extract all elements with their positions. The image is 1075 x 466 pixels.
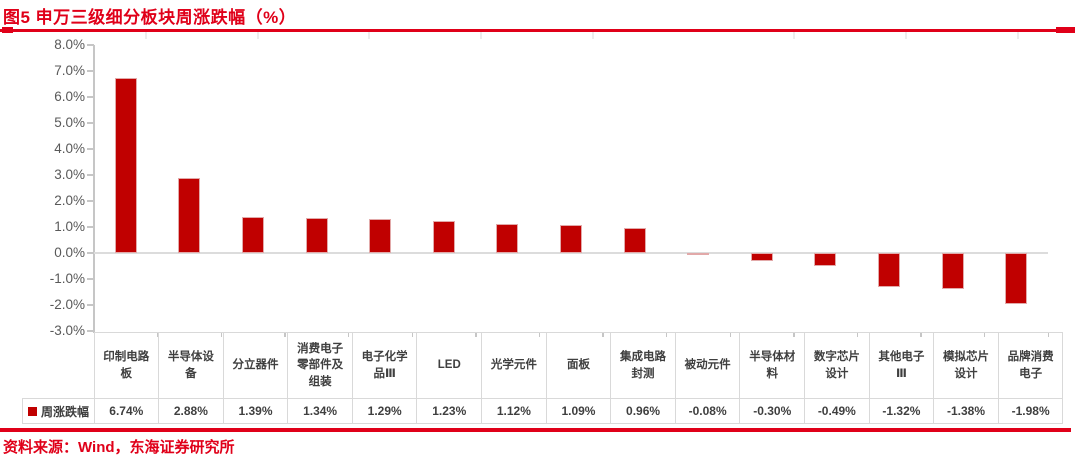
page-grid-tick: [145, 32, 147, 39]
bar-3: [242, 216, 264, 253]
table-value-cell: 6.74%: [93, 398, 160, 424]
y-axis-tick-mark: [87, 304, 94, 306]
footer-rule: [0, 428, 1071, 432]
bar-7: [496, 223, 519, 253]
legend-series-label: 周涨跌幅: [41, 404, 90, 419]
table-header-cell: 电子化学 品Ⅲ: [351, 332, 418, 399]
y-axis-tick-label: -2.0%: [49, 297, 85, 312]
y-axis-tick-mark: [87, 226, 94, 228]
table-header-cell: 光学元件: [481, 332, 547, 399]
bar-14: [941, 253, 964, 289]
zero-gridline: [94, 252, 1048, 254]
bar-5: [369, 219, 392, 253]
y-axis-line: [93, 45, 95, 333]
bar-10: [687, 253, 710, 256]
y-axis-tick-mark: [87, 44, 94, 46]
table-value-cell: 1.09%: [545, 398, 612, 424]
table-value-cell: -1.38%: [933, 398, 999, 424]
y-axis-tick-mark: [87, 252, 94, 254]
y-axis-tick-mark: [87, 200, 94, 202]
table-header-cell: 消费电子 零部件及 组装: [287, 332, 353, 399]
table-value-cell: 1.29%: [351, 398, 418, 424]
table-corner-blank: [23, 333, 95, 399]
y-axis-tick-label: -1.0%: [49, 271, 85, 286]
table-header-cell: 品牌消费 电子: [997, 332, 1064, 399]
page-grid-tick: [592, 32, 594, 39]
y-axis-tick-label: 7.0%: [54, 63, 85, 78]
y-axis-tick-mark: [87, 122, 94, 124]
legend-series-marker: [28, 406, 37, 416]
bar-4: [305, 218, 328, 253]
table-header-cell: 面板: [545, 332, 612, 399]
table-value-cell: 0.96%: [610, 398, 676, 424]
table-header-cell: 被动元件: [674, 332, 741, 399]
title-rule-right-cap: [1056, 27, 1075, 33]
source-note: 资料来源：Wind，东海证券研究所: [3, 439, 235, 456]
bar-12: [814, 253, 837, 266]
table-value-cell: 1.39%: [222, 398, 289, 424]
page-grid-tick: [480, 32, 482, 39]
table-value-cell: 1.23%: [416, 398, 483, 424]
table-value-cell: -0.08%: [674, 398, 741, 424]
y-axis-tick-mark: [87, 174, 94, 176]
y-axis-tick-label: 4.0%: [54, 141, 85, 156]
table-value-cell: -1.32%: [868, 398, 935, 424]
y-axis-tick-label: 6.0%: [54, 89, 85, 104]
y-axis-tick-label: 0.0%: [54, 245, 85, 260]
legend-cell: 周涨跌幅: [22, 398, 95, 424]
table-value-cell: -0.49%: [804, 398, 870, 424]
table-header-cell: 半导体材 料: [739, 332, 806, 399]
y-axis-tick-label: 5.0%: [54, 115, 85, 130]
table-header-cell: 其他电子 Ⅲ: [868, 332, 935, 399]
y-axis-tick-label: 1.0%: [54, 219, 85, 234]
table-value-cell: 2.88%: [158, 398, 224, 424]
y-axis-tick-label: 3.0%: [54, 167, 85, 182]
y-axis-tick-mark: [87, 278, 94, 280]
bar-15: [1005, 253, 1028, 305]
y-axis-tick-mark: [87, 330, 94, 332]
bar-8: [560, 224, 582, 253]
table-header-cell: 分立器件: [222, 332, 289, 399]
y-axis-tick-label: 2.0%: [54, 193, 85, 208]
table-header-cell: 半导体设 备: [158, 332, 224, 399]
table-header-cell: 印制电路 板: [93, 332, 160, 399]
legend: 周涨跌幅: [23, 403, 93, 420]
bar-13: [878, 253, 900, 288]
data-table: 印制电路 板半导体设 备分立器件 消费电子 零部件及 组装 电子化学 品Ⅲ LED 光学…: [22, 332, 1064, 424]
title-underline-rule: [0, 29, 1075, 32]
page-grid-tick: [257, 32, 259, 39]
bar-6: [432, 221, 455, 253]
title-rule-left-cap: [2, 27, 13, 33]
y-axis-tick-mark: [87, 148, 94, 150]
page-grid-tick: [793, 32, 795, 39]
bar-2: [178, 178, 201, 253]
y-axis-tick-label: -3.0%: [49, 323, 85, 338]
page-grid-tick: [368, 32, 370, 39]
table-header-row: 印制电路 板半导体设 备分立器件 消费电子 零部件及 组装 电子化学 品Ⅲ LED 光学…: [23, 332, 1064, 399]
y-axis-tick-mark: [87, 96, 94, 98]
table-header-cell: 数字芯片 设计: [804, 332, 870, 399]
figure-title: 图5 申万三级细分板块周涨跌幅（%）: [3, 8, 297, 27]
table-header-cell: LED: [416, 332, 483, 399]
page-grid-tick: [905, 32, 907, 39]
y-axis-tick-label: 8.0%: [54, 37, 85, 52]
table-header-cell: 集成电路 封测: [610, 332, 676, 399]
table-header-cell: 模拟芯片 设计: [933, 332, 999, 399]
y-axis-tick-mark: [87, 70, 94, 72]
bar-1: [114, 77, 137, 253]
table-value-cell: -0.30%: [739, 398, 806, 424]
table-value-cell: -1.98%: [997, 398, 1064, 424]
table-value-cell: 1.34%: [287, 398, 353, 424]
bar-11: [750, 253, 773, 261]
bar-9: [623, 228, 646, 253]
table-value-cell: 1.12%: [481, 398, 547, 424]
page-grid-tick: [1017, 32, 1019, 39]
table-value-row: 周涨跌幅 6.74% 2.88% 1.39% 1.34% 1.29% 1.23% 1.12% 1…: [22, 398, 1064, 424]
